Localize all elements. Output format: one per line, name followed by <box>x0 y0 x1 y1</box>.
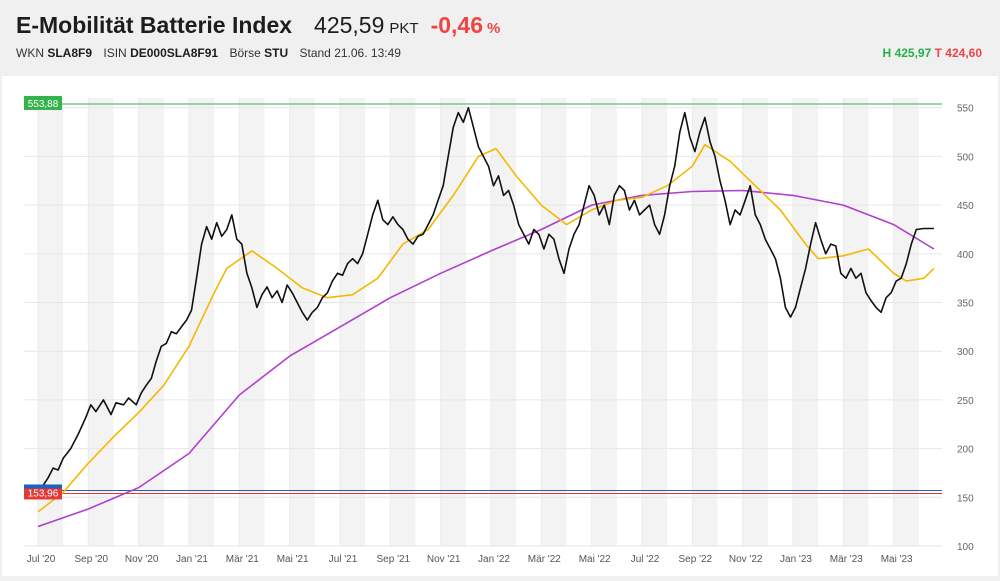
month-band <box>340 98 366 546</box>
exchange-value: STU <box>264 46 289 60</box>
x-tick-label: Sep '20 <box>75 554 109 565</box>
y-tick-label: 550 <box>957 104 974 115</box>
stand-label: Stand <box>299 46 331 60</box>
month-band <box>642 98 668 546</box>
y-tick-label: 500 <box>957 152 974 163</box>
x-tick-label: Jan '22 <box>478 554 510 565</box>
x-tick-label: Sep '22 <box>679 554 713 565</box>
x-tick-label: Mai '21 <box>277 554 309 565</box>
y-tick-label: 350 <box>957 299 974 310</box>
reference-label-box <box>24 485 62 500</box>
change-unit: % <box>487 20 501 37</box>
month-band <box>440 98 466 546</box>
instrument-meta: WKN SLA8F9 ISIN DE000SLA8F91 Börse STU S… <box>16 46 401 60</box>
y-tick-label: 300 <box>957 347 974 358</box>
base-marker <box>24 484 62 489</box>
month-band <box>793 98 819 546</box>
price-unit: PKT <box>389 20 419 37</box>
isin-label: ISIN <box>103 46 127 60</box>
price-change: -0,46 <box>430 12 484 38</box>
x-tick-label: Jul '22 <box>631 554 660 565</box>
month-band <box>239 98 265 546</box>
high-label: H <box>882 46 892 60</box>
y-tick-label: 100 <box>957 542 974 553</box>
y-tick-label: 450 <box>957 201 974 212</box>
month-band <box>390 98 416 546</box>
y-tick-label: 400 <box>957 250 974 261</box>
title-row: E-Mobilität Batterie Index 425,59 PKT -0… <box>16 12 500 39</box>
month-band <box>138 98 164 546</box>
low-value: 424,60 <box>945 46 982 60</box>
x-tick-label: Sep '21 <box>377 554 411 565</box>
high-value: 425,97 <box>894 46 932 60</box>
series-line-ma-short <box>37 143 935 513</box>
x-tick-label: Jul '21 <box>329 554 358 565</box>
price-chart[interactable]: 100 150 200 250 300 350 400 450 500 550 Jul '20 Sep… <box>2 76 998 576</box>
x-tick-label: Mär '21 <box>226 554 259 565</box>
series-line-price <box>37 106 934 491</box>
series-line-ma-long <box>37 189 935 528</box>
month-band <box>843 98 869 546</box>
instrument-header: E-Mobilität Batterie Index 425,59 PKT -0… <box>0 0 1000 74</box>
month-band <box>692 98 718 546</box>
x-tick-label: Nov '20 <box>125 554 159 565</box>
x-tick-label: Jan '21 <box>176 554 208 565</box>
stand-value: 21.06. 13:49 <box>334 46 401 60</box>
x-tick-label: Mär '22 <box>528 554 561 565</box>
y-tick-label: 200 <box>957 445 974 456</box>
x-tick-label: Nov '22 <box>729 554 763 565</box>
x-tick-label: Mär '23 <box>830 554 863 565</box>
exchange-label: Börse <box>229 46 261 60</box>
wkn-label: WKN <box>16 46 44 60</box>
low-label: T <box>934 46 942 60</box>
month-band <box>189 98 215 546</box>
reference-label: 153,96 <box>28 488 59 499</box>
x-tick-label: Mai '22 <box>579 554 611 565</box>
month-band <box>893 98 919 546</box>
y-tick-label: 250 <box>957 396 974 407</box>
x-tick-label: Jul '20 <box>27 554 56 565</box>
x-tick-label: Jan '23 <box>780 554 812 565</box>
month-band <box>88 98 114 546</box>
reference-label-box <box>24 95 62 110</box>
x-tick-label: Nov '21 <box>427 554 461 565</box>
month-band <box>742 98 768 546</box>
month-band <box>38 98 64 546</box>
chart-panel[interactable]: 100 150 200 250 300 350 400 450 500 550 Jul '20 Sep… <box>2 76 998 576</box>
x-tick-label: Mai '23 <box>881 554 913 565</box>
reference-label: 553,88 <box>28 99 59 110</box>
isin-value: DE000SLA8F91 <box>130 46 219 60</box>
wkn-value: SLA8F9 <box>47 46 93 60</box>
month-band <box>541 98 567 546</box>
y-tick-label: 150 <box>957 493 974 504</box>
index-name: E-Mobilität Batterie Index <box>16 12 293 38</box>
high-low: H 425,97 T 424,60 <box>883 46 982 60</box>
last-price: 425,59 <box>314 12 385 38</box>
month-band <box>289 98 315 546</box>
month-band <box>591 98 617 546</box>
month-band <box>491 98 517 546</box>
